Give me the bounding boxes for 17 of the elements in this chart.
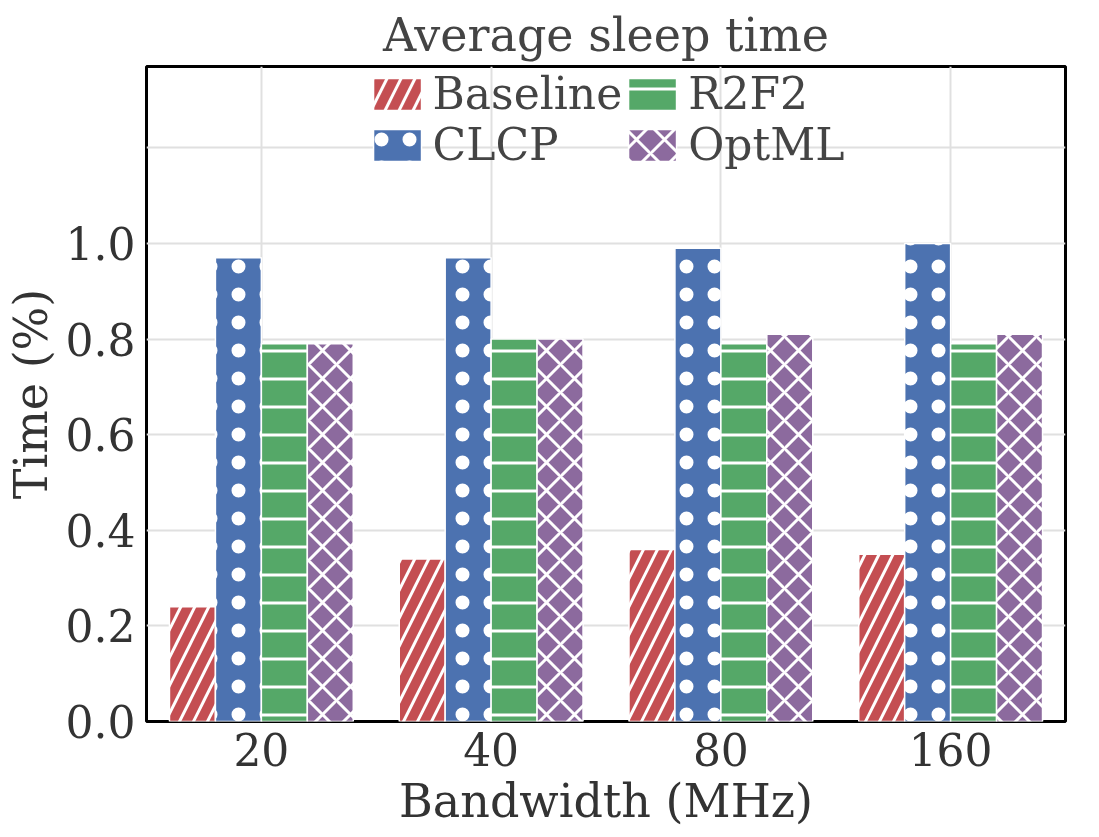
x-tick-label: 160 [908,724,993,776]
legend-label: OptML [688,119,845,170]
legend-label: R2F2 [688,68,808,119]
x-tick-label: 40 [463,724,520,776]
x-tick-label: 80 [692,724,749,776]
legend-label: CLCP [432,119,559,170]
y-tick-label: 0.6 [65,410,136,462]
y-axis-title: Time (%) [3,288,58,500]
y-tick-label: 0.2 [65,601,136,653]
y-tick-label: 0.8 [65,314,136,366]
legend-label: Baseline [432,68,623,119]
y-tick-label: 0.0 [65,697,136,748]
x-axis-title: Bandwidth (MHz) [399,773,813,828]
y-tick-label: 0.4 [65,505,136,557]
x-tick-label: 20 [233,724,290,776]
chart-title: Average sleep time [381,7,830,62]
y-tick-label: 1.0 [65,218,136,270]
